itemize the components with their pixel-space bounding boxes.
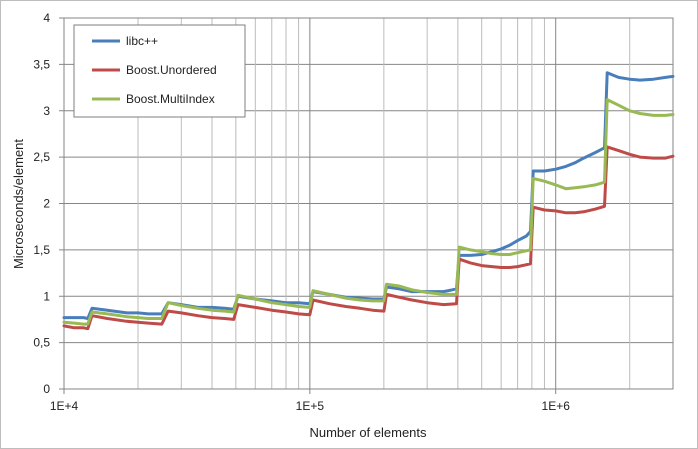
y-tick-label: 4 xyxy=(43,11,50,25)
x-tick-label: 1E+5 xyxy=(296,399,325,413)
legend-items: libc++ Boost.Unordered Boost.MultiIndex xyxy=(92,34,217,106)
y-tick-label: 2,5 xyxy=(33,150,50,164)
legend-label-boost-unordered: Boost.Unordered xyxy=(126,63,217,77)
x-tick-label: 1E+4 xyxy=(50,399,79,413)
y-tick-label: 2 xyxy=(43,197,50,211)
y-tick-label: 3,5 xyxy=(33,57,50,71)
legend-label-libc: libc++ xyxy=(126,34,158,48)
y-tick-label: 1,5 xyxy=(33,243,50,257)
x-axis-title: Number of elements xyxy=(309,425,427,440)
y-tick-label: 0 xyxy=(43,382,50,396)
y-tick-label: 3 xyxy=(43,104,50,118)
legend-label-boost-multiindex: Boost.MultiIndex xyxy=(126,92,215,106)
tick-labels: 0 0,5 1 1,5 2 2,5 3 3,5 4 1E+4 1E+5 1E+6 xyxy=(33,11,570,413)
legend: libc++ Boost.Unordered Boost.MultiIndex xyxy=(73,24,246,118)
x-tick-label: 1E+6 xyxy=(542,399,571,413)
y-tick-label: 1 xyxy=(43,289,50,303)
series-lines xyxy=(62,71,675,331)
axes xyxy=(59,17,674,394)
y-tick-label: 0,5 xyxy=(33,336,50,350)
series-line-boost-unordered xyxy=(62,145,675,331)
y-axis-title: Microseconds/element xyxy=(11,139,26,269)
series-line-boost-multiindex xyxy=(62,98,675,326)
